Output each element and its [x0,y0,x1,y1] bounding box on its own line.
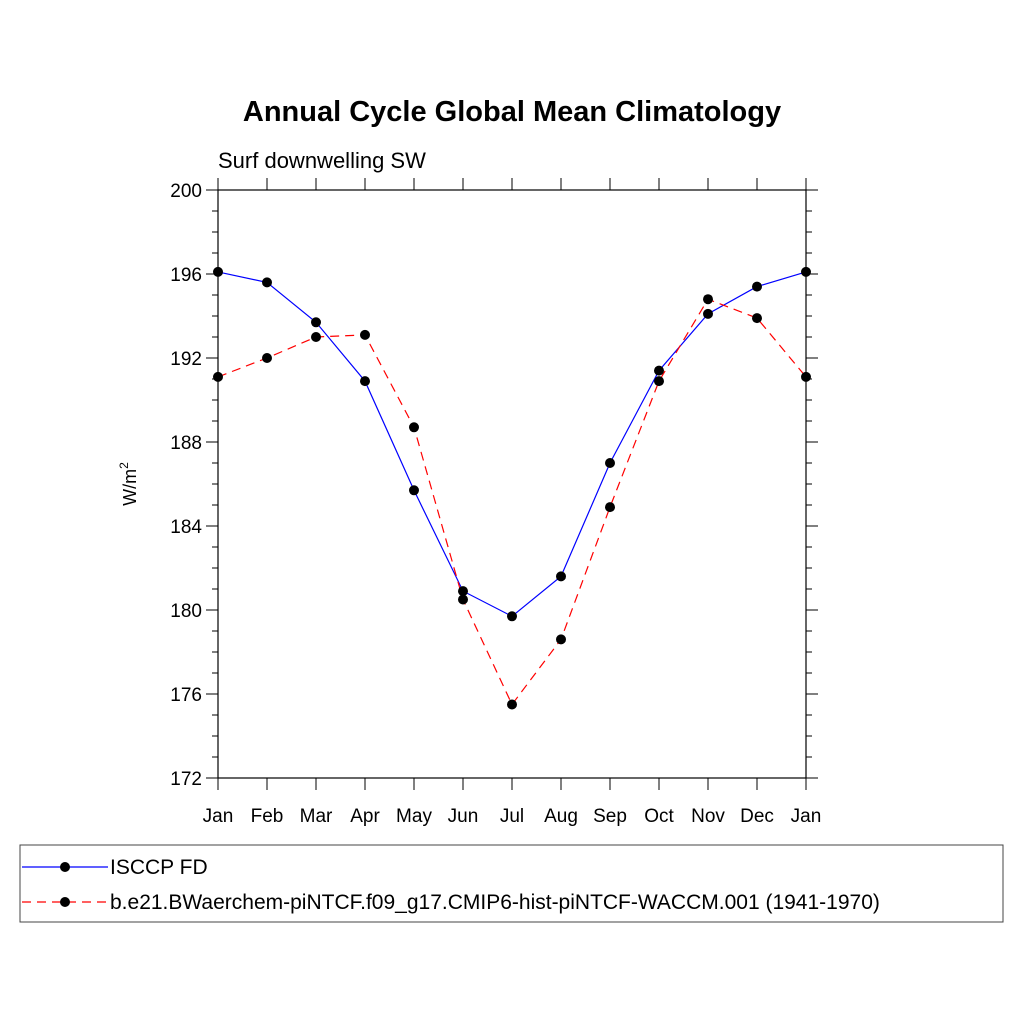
series-line-0 [217,271,807,618]
x-tick-label: Dec [740,806,774,827]
x-tick-label: May [396,806,432,827]
series-1-point [409,422,419,433]
legend-label-model: b.e21.BWaerchem-piNTCF.f09_g17.CMIP6-his… [110,891,880,914]
series-1-point [703,294,713,305]
x-tick-label: Aug [544,806,578,827]
y-tick-label: 176 [170,685,202,706]
series-0-point [458,586,468,597]
series-0-point [262,277,272,288]
chart-subtitle: Surf downwelling SW [218,148,426,173]
chart-title: Annual Cycle Global Mean Climatology [243,96,781,128]
legend-label-isccp: ISCCP FD [110,856,208,879]
x-tick-label: Jun [448,806,479,827]
y-axis-label-unit: W/m [120,469,140,506]
x-axis-labels: Jan Feb Mar Apr May Jun Jul Aug Sep Oct Nov Dec Jan [203,806,822,827]
series-0-point [311,317,321,328]
y-tick-label: 188 [170,433,202,454]
legend-box [19,844,1004,923]
x-tick-label: Sep [593,806,627,827]
x-tick-label: Nov [691,806,725,827]
series-1-point [458,594,468,605]
y-tick-label: 196 [170,265,202,286]
y-axis-label-superscript: 2 [117,462,131,469]
x-tick-label: Apr [350,806,380,827]
axis-ticks [206,178,818,790]
series-1-point [654,376,664,387]
series-layer [213,266,811,710]
legend-marker-model [60,897,70,907]
y-tick-label: 200 [170,181,202,202]
x-tick-label: Jan [203,806,234,827]
series-1-point [262,353,272,363]
series-0-point [605,458,615,468]
series-0-point [752,281,762,292]
series-0-point [556,571,566,582]
y-axis-labels: 172 176 180 184 188 192 196 200 [170,181,202,790]
legend-marker-isccp [60,862,70,872]
series-0-point [409,485,419,496]
y-tick-label: 172 [170,769,202,790]
series-1-point [752,313,762,324]
y-tick-label: 184 [170,517,202,538]
series-1-point [556,634,566,645]
x-tick-label: Jul [500,806,524,827]
y-tick-label: 180 [170,601,202,622]
series-1-point [507,699,517,710]
x-tick-label: Feb [251,806,284,827]
series-1-point [311,332,321,342]
x-tick-label: Mar [300,806,333,827]
x-tick-label: Oct [644,806,674,827]
x-tick-label: Jan [791,806,822,827]
series-line-1 [217,298,807,706]
series-1-point [360,329,370,340]
series-0-point [654,365,664,376]
y-axis-label: W/m2 [117,462,140,506]
series-0-point [507,611,517,622]
legend: ISCCP FD b.e21.BWaerchem-piNTCF.f09_g17.… [19,844,1004,923]
series-0-point [703,308,713,319]
series-0-point [360,376,370,387]
series-1-point [605,502,615,513]
plot-frame [217,189,807,779]
y-tick-label: 192 [170,349,202,370]
